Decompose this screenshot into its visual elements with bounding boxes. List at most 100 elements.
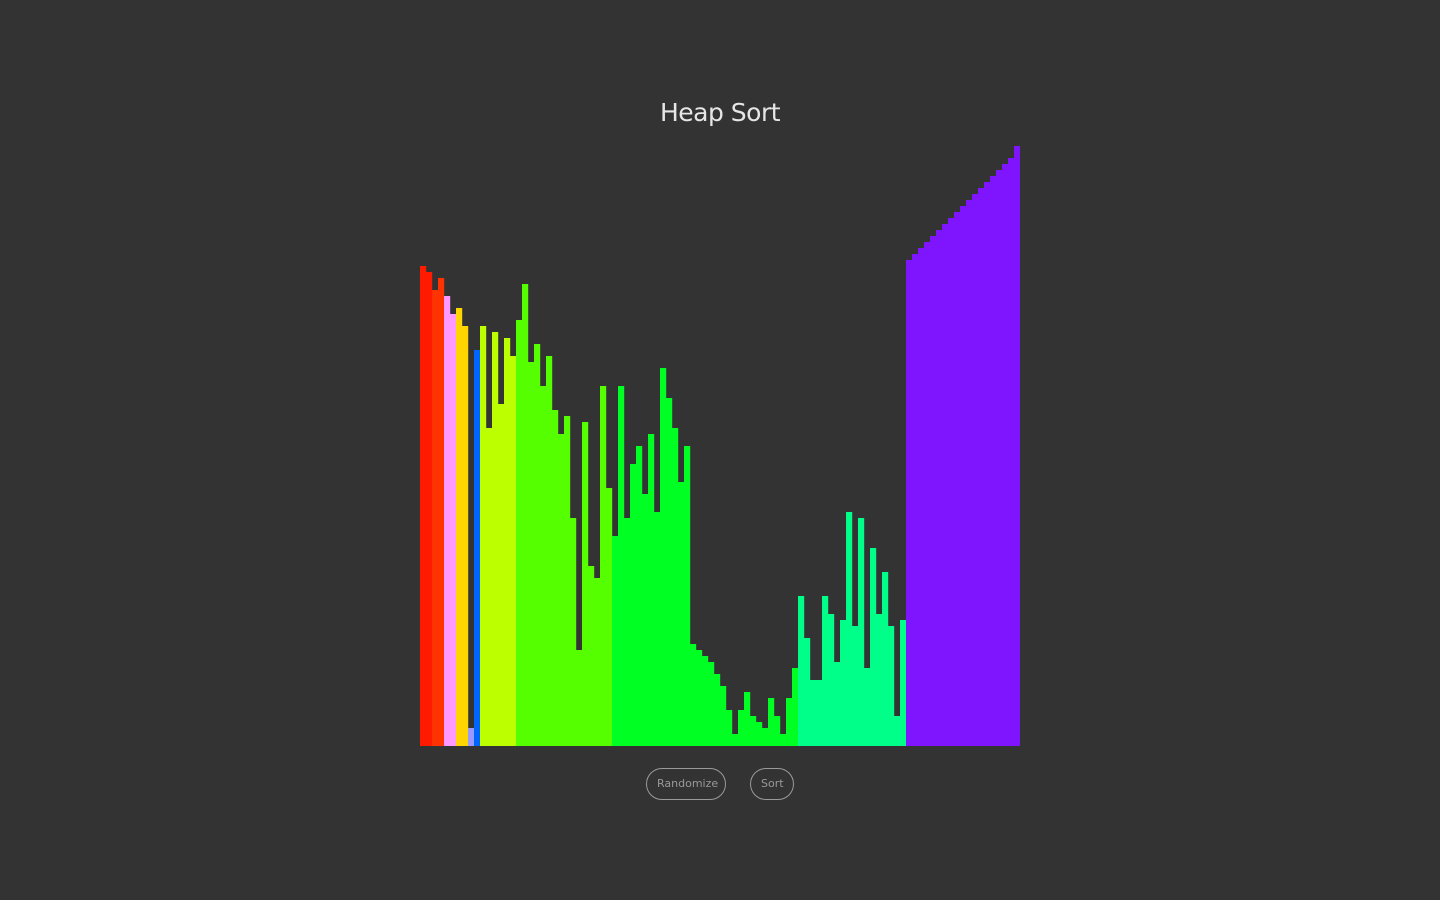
bar-34	[624, 518, 631, 746]
bar-11	[486, 428, 493, 746]
bar-4	[444, 296, 451, 746]
bar-96	[996, 170, 1003, 746]
bar-67	[822, 596, 829, 746]
bar-91	[966, 200, 973, 746]
bar-28	[588, 566, 595, 746]
bar-94	[984, 182, 991, 746]
bar-84	[924, 242, 931, 746]
bar-chart-svg	[420, 146, 1020, 746]
bar-30	[600, 386, 607, 746]
bar-50	[720, 686, 727, 746]
bar-86	[936, 230, 943, 746]
bar-81	[906, 260, 913, 746]
randomize-button[interactable]: Randomize	[646, 768, 726, 800]
bar-49	[714, 674, 721, 746]
bar-70	[840, 620, 847, 746]
bar-52	[732, 734, 739, 746]
bar-23	[558, 434, 565, 746]
bar-44	[684, 446, 691, 746]
bar-92	[972, 194, 979, 746]
bar-64	[804, 638, 811, 746]
bar-25	[570, 518, 577, 746]
bar-61	[786, 698, 793, 746]
bar-40	[660, 368, 667, 746]
bar-76	[876, 614, 883, 746]
bar-6	[456, 308, 463, 746]
bar-0	[420, 266, 427, 746]
bar-83	[918, 248, 925, 746]
bar-59	[774, 716, 781, 746]
bar-12	[492, 332, 499, 746]
bar-85	[930, 236, 937, 746]
bar-24	[564, 416, 571, 746]
bar-41	[666, 398, 673, 746]
bar-17	[522, 284, 529, 746]
bar-1	[426, 272, 433, 746]
bar-31	[606, 488, 613, 746]
bar-53	[738, 710, 745, 746]
bar-14	[504, 338, 511, 746]
bar-18	[528, 362, 535, 746]
bar-42	[672, 428, 679, 746]
bar-54	[744, 692, 751, 746]
bar-69	[834, 662, 841, 746]
bar-73	[858, 518, 865, 746]
bar-15	[510, 356, 517, 746]
bar-38	[648, 434, 655, 746]
bar-47	[702, 656, 709, 746]
bar-36	[636, 446, 643, 746]
sort-button[interactable]: Sort	[750, 768, 794, 800]
page-title: Heap Sort	[659, 98, 781, 127]
bar-13	[498, 404, 505, 746]
bar-26	[576, 650, 583, 746]
bar-63	[798, 596, 805, 746]
bar-27	[582, 422, 589, 746]
bar-2	[432, 290, 439, 746]
bar-56	[756, 722, 763, 746]
bar-74	[864, 668, 871, 746]
bar-98	[1008, 158, 1015, 746]
bar-80	[900, 620, 907, 746]
bar-62	[792, 668, 799, 746]
bar-97	[1002, 164, 1009, 746]
bar-99	[1014, 146, 1020, 746]
bar-7	[462, 326, 469, 746]
bar-78	[888, 626, 895, 746]
bar-chart	[420, 146, 1020, 746]
bar-21	[546, 356, 553, 746]
bar-87	[942, 224, 949, 746]
bar-82	[912, 254, 919, 746]
bar-20	[540, 386, 547, 746]
bar-77	[882, 572, 889, 746]
bar-33	[618, 386, 625, 746]
bar-66	[816, 680, 823, 746]
bar-79	[894, 716, 901, 746]
bar-43	[678, 482, 685, 746]
bar-51	[726, 710, 733, 746]
bar-10	[480, 326, 487, 746]
bar-19	[534, 344, 541, 746]
bar-58	[768, 698, 775, 746]
bar-16	[516, 320, 523, 746]
bar-37	[642, 494, 649, 746]
bar-9	[474, 350, 481, 746]
bar-89	[954, 212, 961, 746]
bar-71	[846, 512, 853, 746]
bar-29	[594, 578, 601, 746]
bar-90	[960, 206, 967, 746]
bar-22	[552, 410, 559, 746]
bar-3	[438, 278, 445, 746]
bar-5	[450, 314, 457, 746]
bar-95	[990, 176, 997, 746]
bar-88	[948, 218, 955, 746]
controls: Randomize Sort	[0, 768, 1440, 800]
bar-48	[708, 662, 715, 746]
bar-39	[654, 512, 661, 746]
bar-60	[780, 734, 787, 746]
bar-55	[750, 716, 757, 746]
bar-35	[630, 464, 637, 746]
bar-75	[870, 548, 877, 746]
bar-45	[690, 644, 697, 746]
bar-65	[810, 680, 817, 746]
